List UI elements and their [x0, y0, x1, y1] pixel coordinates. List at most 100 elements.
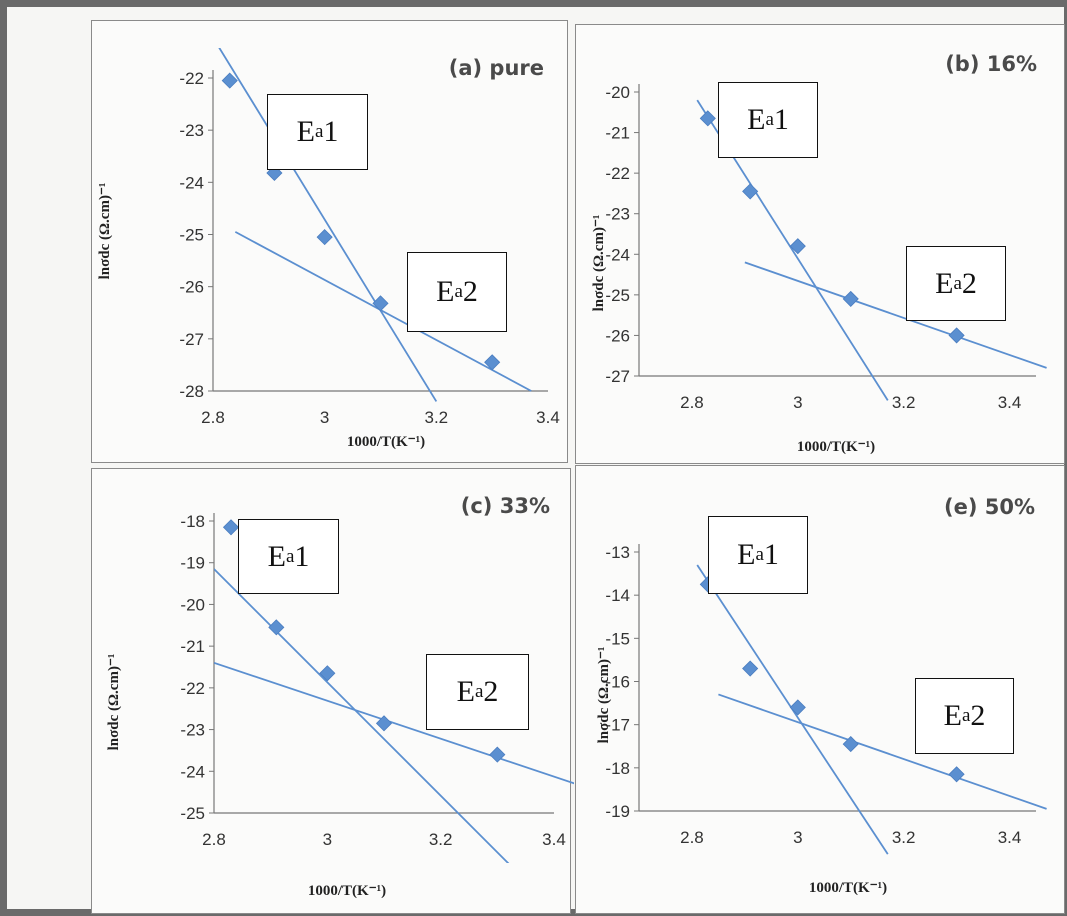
- annotation-ea1-suffix: 1: [763, 538, 779, 571]
- annotation-ea2-suffix: 2: [961, 266, 977, 300]
- y-tick-label: -25: [180, 804, 205, 823]
- y-tick-label: -27: [179, 330, 204, 349]
- annotation-ea1-letter: E: [296, 115, 315, 148]
- y-tick-label: -24: [179, 173, 204, 192]
- x-axis-label: 1000/T(K⁻¹): [809, 880, 887, 896]
- data-point: [789, 238, 806, 255]
- annotation-ea1-suffix: 1: [323, 115, 339, 148]
- y-tick-label: -15: [605, 629, 630, 648]
- annotation-ea1-sub: a: [755, 544, 764, 565]
- panel-title: (b) 16%: [945, 52, 1037, 76]
- annotation-ea2-sub: a: [961, 705, 971, 726]
- fit-line-ea2: [744, 261, 1047, 369]
- annotation-ea2-suffix: 2: [483, 675, 499, 708]
- data-point: [375, 715, 393, 732]
- panel-a-pure: -22 -23 -24 -25 -26 -27 -28 2.8 3 3.2 3.4 (a) pure 1…: [91, 20, 568, 463]
- data-point: [319, 665, 336, 682]
- annotation-ea2-letter: E: [436, 275, 455, 308]
- annotation-ea1-suffix: 1: [773, 103, 789, 136]
- y-tick-label: -23: [179, 121, 204, 140]
- x-tick-label: 3: [320, 408, 329, 427]
- x-tick-label: 3: [793, 393, 802, 412]
- y-tick-label: -26: [605, 326, 630, 345]
- x-tick-label: 3.2: [892, 393, 916, 412]
- data-point: [222, 519, 240, 536]
- x-tick-label: 2.8: [201, 408, 225, 427]
- x-axis-label: 1000/T(K⁻¹): [797, 439, 875, 455]
- x-tick-label: 3.2: [892, 828, 916, 847]
- annotation-ea2-letter: E: [935, 266, 954, 300]
- y-tick-label: -27: [605, 367, 630, 386]
- y-tick-label: -25: [605, 286, 630, 305]
- annotation-ea1-sub: a: [765, 109, 774, 130]
- data-point: [742, 183, 759, 200]
- panel-title: (c) 33%: [461, 494, 550, 518]
- annotation-ea2-suffix: 2: [462, 275, 478, 308]
- y-tick-label: -23: [180, 721, 205, 740]
- x-tick-label: 3.4: [998, 828, 1022, 847]
- annotation-ea1-letter: E: [737, 538, 756, 571]
- annotation-ea2-suffix: 2: [970, 699, 986, 732]
- annotation-ea1-sub: a: [314, 121, 324, 142]
- panel-e-50: -13 -14 -15 -16 -17 -18 -19 2.8 3 3.2 3.4 (e) 50% 10…: [575, 465, 1065, 914]
- y-axis-label: lnσdc (Ω.cm)⁻¹: [596, 647, 612, 744]
- data-point: [221, 72, 238, 89]
- x-tick-label: 3: [323, 830, 332, 849]
- fit-line-ea2: [718, 693, 1047, 810]
- data-point: [948, 327, 965, 344]
- y-tick-label: -25: [179, 226, 204, 245]
- y-tick-label: -23: [605, 205, 630, 224]
- y-tick-label: -19: [605, 802, 630, 821]
- annotation-ea2-sub: a: [953, 272, 962, 294]
- x-axis-label: 1000/T(K⁻¹): [308, 883, 386, 899]
- annotation-ea2-sub: a: [474, 681, 484, 702]
- x-tick-label: 3.4: [536, 408, 560, 427]
- chart-svg: -20 -21 -22 -23 -24 -25 -26 -27 2.8 3 3.2 3.4 (b) 16…: [591, 52, 1047, 455]
- fit-line-ea1: [214, 568, 510, 863]
- y-tick-label: -17: [605, 716, 630, 735]
- x-tick-label: 3: [793, 828, 802, 847]
- y-tick-label: -21: [605, 124, 630, 143]
- chart-svg: -18 -19 -20 -21 -22 -23 -24 -25 2.8 3 3.2 3.4 (c) 33…: [106, 494, 574, 899]
- y-axis-label: lnσdc (Ω.cm)⁻¹: [106, 654, 122, 751]
- y-tick-label: -22: [605, 164, 630, 183]
- y-tick-label: -22: [180, 679, 205, 698]
- y-tick-label: -16: [605, 673, 630, 692]
- data-point: [842, 736, 859, 753]
- fit-line-ea2: [214, 661, 574, 785]
- x-tick-label: 3.4: [998, 393, 1022, 412]
- y-tick-label: -13: [605, 543, 630, 562]
- data-point: [484, 354, 501, 371]
- data-point: [268, 619, 285, 636]
- y-tick-label: -18: [180, 512, 205, 531]
- annotation-ea1-letter: E: [267, 539, 286, 573]
- data-point: [372, 295, 389, 312]
- data-point: [316, 229, 333, 246]
- y-tick-label: -18: [605, 759, 630, 778]
- x-tick-label: 3.2: [425, 408, 449, 427]
- annotation-ea1-letter: E: [747, 103, 766, 136]
- data-point: [789, 699, 806, 716]
- panel-b-16: -20 -21 -22 -23 -24 -25 -26 -27 2.8 3 3.2 3.4 (b) 16…: [575, 24, 1065, 464]
- fit-line-ea2: [234, 231, 532, 392]
- x-tick-label: 2.8: [680, 393, 704, 412]
- y-tick-label: -20: [605, 83, 630, 102]
- panel-title: (a) pure: [449, 56, 544, 80]
- y-tick-label: -26: [179, 278, 204, 297]
- panel-title: (e) 50%: [944, 495, 1035, 519]
- y-axis-label: lnσdc (Ω.cm)⁻¹: [591, 215, 607, 312]
- y-tick-label: -28: [179, 382, 204, 401]
- data-point: [948, 766, 965, 783]
- annotation-ea2-letter: E: [943, 699, 962, 732]
- y-tick-label: -24: [605, 245, 630, 264]
- data-point: [699, 110, 716, 127]
- data-point: [489, 746, 506, 763]
